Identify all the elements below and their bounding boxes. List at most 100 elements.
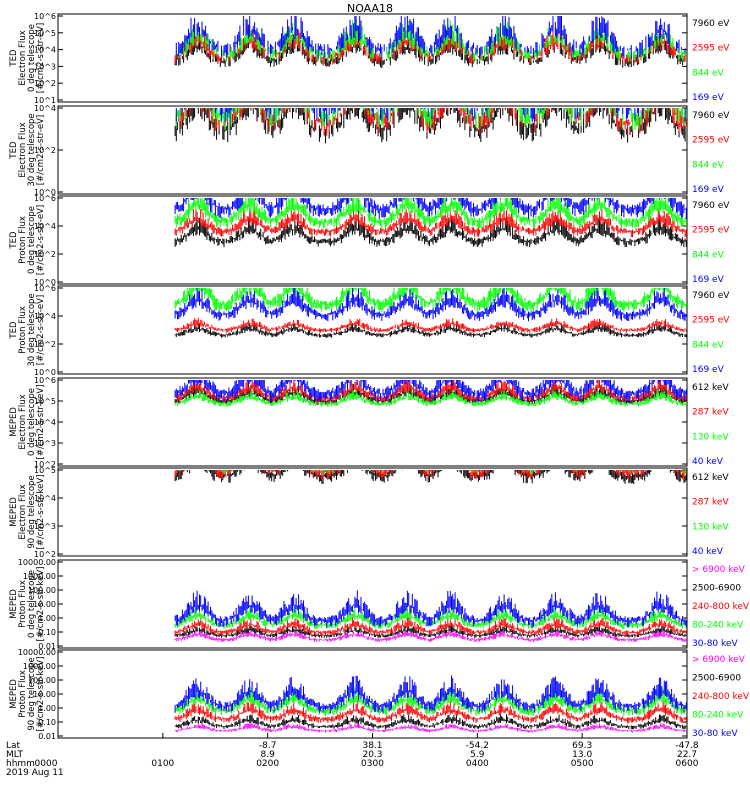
legend-entry: 844 eV [692,340,725,350]
y-axis-label: Electron Flux [18,394,28,449]
legend-entry: 40 keV [692,547,724,557]
legend-entry: 287 keV [692,498,729,508]
x-row-label: hhmm [6,759,35,769]
legend-entry: 844 eV [692,250,725,260]
y-axis-label: 0 deg telescope [27,206,37,274]
chart-title: NOAA18 [347,2,393,15]
y-axis-label: 0 deg telescope [27,24,37,92]
y-axis-label: [#/cm2-s-str-keV] [36,475,46,550]
y-axis-label: 30 deg telescope [27,293,37,366]
date-label: 2019 Aug 11 [6,768,64,778]
x-tick-label: -54.2 [466,741,489,751]
x-tick-label: 0300 [361,759,384,769]
legend-entry: 169 eV [692,185,725,195]
legend-entry: 130 keV [692,432,729,442]
y-tick-label: 10^3 [34,522,56,531]
legend-entry: 7960 eV [692,291,730,301]
legend-entry: > 6900 keV [692,565,746,575]
x-tick-label: -8.7 [259,741,277,751]
x-tick-label: 13.0 [572,750,592,760]
series-4-trace [175,16,686,60]
y-axis-label: Proton Flux [18,580,28,628]
legend-entry: 2500-6900 [692,674,741,684]
y-axis-label: Proton Flux [18,670,28,718]
y-axis-label: 90 deg telescope [27,475,37,548]
y-axis-label: MEPED [9,589,19,619]
x-tick-label: 0000 [35,759,58,769]
series-1-trace [174,108,686,144]
x-tick-label: 69.3 [572,741,592,751]
legend-entry: 2595 eV [692,136,730,146]
legend-entry: 169 eV [692,275,725,285]
legend-entry: > 6900 keV [692,655,746,665]
y-tick-label: 10^4 [34,222,56,231]
y-axis-label: 0 deg telescope [27,388,37,456]
y-tick-label: 10^5 [34,466,56,475]
series-group [174,108,687,144]
y-tick-label: 1.00 [38,704,56,713]
y-axis-label: MEPED [9,407,19,437]
panel-frame [57,13,688,103]
legend-entry: 2595 eV [692,44,730,54]
y-tick-label: 10^2 [34,340,56,349]
panel-frame [57,195,688,285]
series-2-trace [174,206,687,238]
y-tick-label: 10^0 [34,278,56,287]
y-tick-label: 10000.00 [18,648,56,657]
series-4-trace [174,380,687,403]
y-tick-label: 10^2 [34,550,56,559]
x-row-label: MLT [6,750,24,760]
legend-entry: 844 eV [692,68,725,78]
y-tick-label: 10^6 [34,194,56,203]
y-axis-label: 30 deg telescope [27,113,37,186]
y-tick-label: 0.10 [38,718,56,727]
series-1-trace [174,216,687,248]
y-tick-label: 10^2 [34,79,56,88]
panel-6: 10^2 10^3 10^4 10^5 MEPED Electron Flux 90 deg… [9,466,729,559]
y-axis-label: TED [9,141,19,160]
y-axis-label: 0 deg telescope [27,570,37,638]
series-4-trace [175,108,686,125]
x-tick-label: 0200 [256,759,279,769]
y-axis-label: [#/cm2-s-str-keV] [36,385,46,460]
y-axis-label: [#/cm2-s-str-keV] [36,657,46,732]
y-tick-label: 1000.00 [23,662,56,671]
legend-entry: 80-240 keV [692,711,744,721]
y-tick-label: 10^4 [34,418,56,427]
series-group [174,288,687,338]
y-axis-label: [#/cm2-s-str-eV] [36,295,46,365]
y-tick-label: 0.10 [38,628,56,637]
legend-entry: 7960 eV [692,111,730,121]
legend-entry: 7960 eV [692,19,730,29]
legend-entry: 7960 eV [692,201,730,211]
series-3-trace [174,198,687,229]
legend-entry: 169 eV [692,365,725,375]
panel-3: 10^0 10^2 10^4 10^6 TED Proton Flux 0 deg tele… [9,194,730,287]
y-axis-label: Proton Flux [18,216,28,264]
y-tick-label: 10^6 [34,284,56,293]
y-tick-label: 10^2 [34,250,56,259]
legend-entry: 169 eV [692,93,725,103]
x-tick-label: 22.7 [677,750,697,760]
series-2-trace [174,714,687,730]
series-2-trace [174,317,687,333]
y-axis-label: [#/cm2-s-str-keV] [36,567,46,642]
y-tick-label: 100.00 [28,676,56,685]
series-3-trace [174,616,687,636]
y-axis-label: Electron Flux [18,484,28,539]
series-1-trace [174,629,687,642]
y-axis-label: Electron Flux [18,30,28,85]
series-3-trace [174,390,687,407]
legend-entry: 30-80 keV [692,639,738,649]
legend-entry: 287 keV [692,408,729,418]
series-group [174,198,687,248]
y-tick-label: 0.01 [38,732,56,741]
panel-8: 0.01 0.10 1.00 10.00 100.00 1000.00 10000.00 ME… [9,648,750,741]
y-tick-label: 1000.00 [23,572,56,581]
legend-entry: 2595 eV [692,316,730,326]
series-2-trace [174,625,687,638]
y-tick-label: 10^3 [34,62,56,71]
series-group [174,380,687,407]
series-4-trace [174,288,687,322]
